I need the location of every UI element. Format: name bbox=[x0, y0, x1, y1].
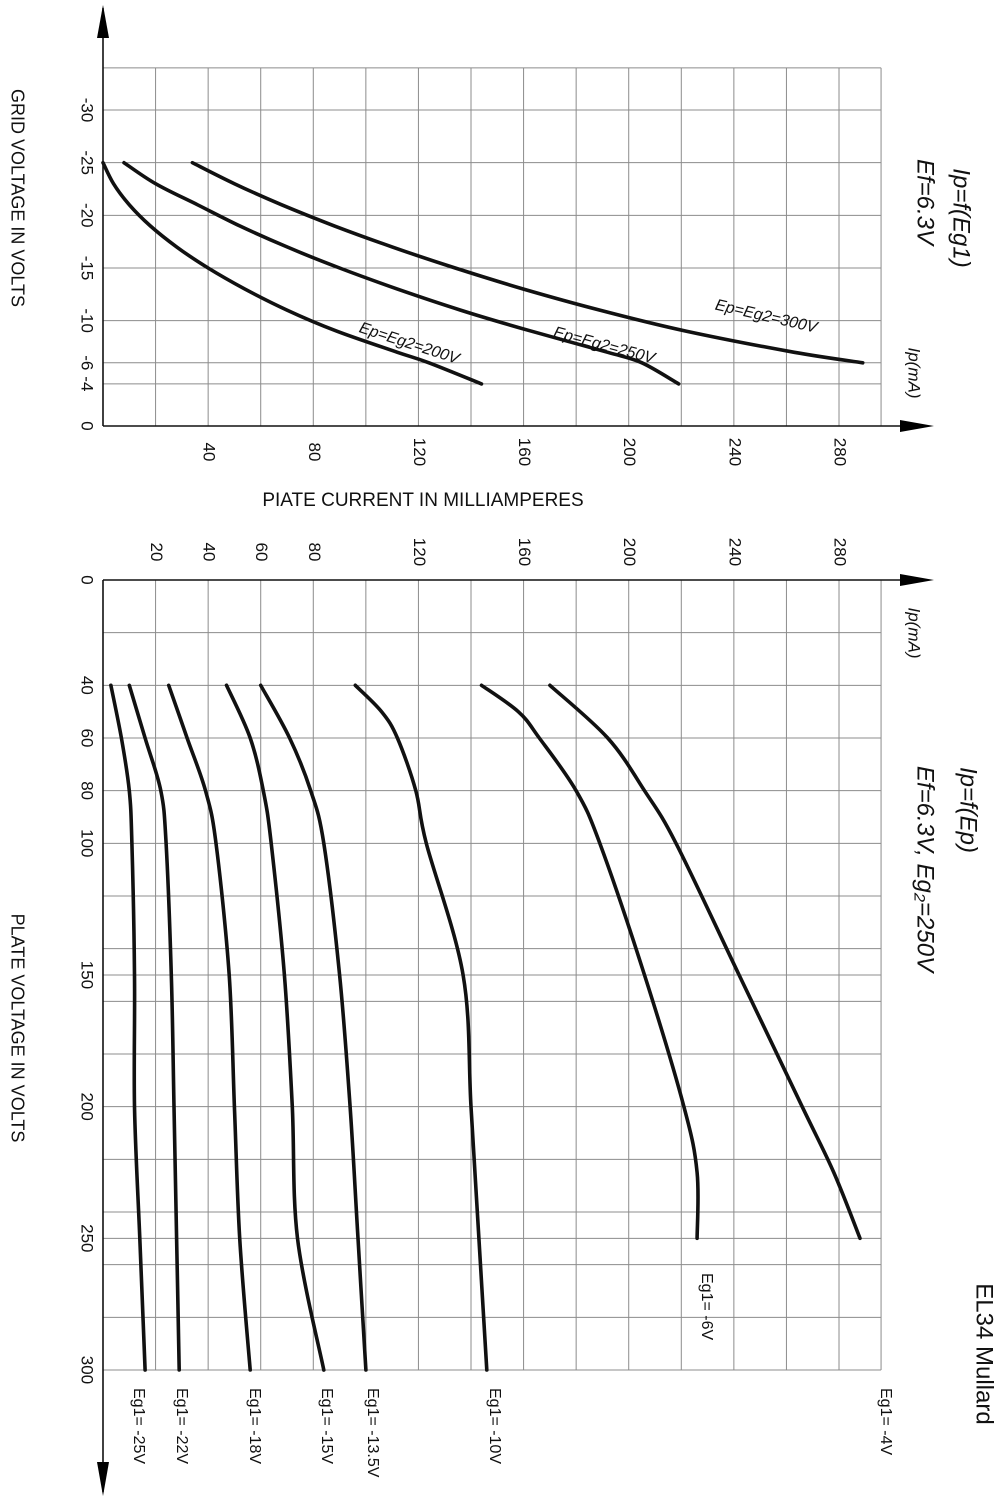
top-y-tick-label: 40 bbox=[200, 443, 219, 462]
top-series-label: Ep=Eg2=250V bbox=[552, 324, 658, 368]
bottom-series-label: Eg1= -25V bbox=[130, 1388, 147, 1464]
top-y-tick-label: 120 bbox=[410, 438, 429, 466]
bottom-series-label: Eg1= -10V bbox=[486, 1388, 503, 1464]
top-series-curve-2 bbox=[190, 160, 865, 365]
bottom-series-label: Eg1= -18V bbox=[246, 1388, 263, 1464]
bottom-x-tick-label: 150 bbox=[78, 961, 97, 989]
bottom-y-tick-label: 240 bbox=[725, 538, 744, 566]
top-x-tick-label: -20 bbox=[78, 203, 97, 228]
brand-label: EL34 Mullard bbox=[971, 1283, 998, 1424]
bottom-x-tick-label: 40 bbox=[78, 676, 97, 695]
bottom-x-tick-label: 300 bbox=[78, 1356, 97, 1384]
bottom-x-tick-label: 60 bbox=[78, 729, 97, 748]
top-x-tick-label: -25 bbox=[78, 150, 97, 175]
bottom-x-tick-label: 80 bbox=[78, 781, 97, 800]
bottom-current-axis-arrow bbox=[900, 574, 934, 586]
top-ip-axis-name: Ip(mA) bbox=[905, 348, 924, 399]
bottom-y-tick-label: 20 bbox=[147, 543, 166, 562]
bottom-series-curve-1 bbox=[479, 683, 700, 1241]
bottom-x-tick-label: 250 bbox=[78, 1224, 97, 1252]
top-series-label: Ep=Eg2=300V bbox=[713, 297, 820, 337]
top-gridlines bbox=[102, 67, 882, 427]
bottom-series-curve-7 bbox=[109, 683, 147, 1372]
bottom-chart-title: Ip=f(Ep) bbox=[955, 767, 982, 853]
bottom-x-axis-title: PLATE VOLTAGE IN VOLTS bbox=[7, 914, 27, 1143]
bottom-series-curve-5 bbox=[166, 683, 252, 1372]
bottom-chart-subtitle: Ef=6.3V, Eg₂=250V bbox=[912, 766, 939, 974]
top-y-tick-label: 200 bbox=[620, 438, 639, 466]
bottom-x-tick-label: 200 bbox=[78, 1092, 97, 1120]
bottom-series-label: Eg1= -15V bbox=[318, 1388, 335, 1464]
top-chart-title: Ip=f(Eg1) bbox=[948, 168, 975, 267]
bottom-y-tick-label: 40 bbox=[200, 543, 219, 562]
bottom-series-curve-6 bbox=[127, 683, 181, 1372]
bottom-y-tick-label: 120 bbox=[410, 538, 429, 566]
top-y-tick-label: 80 bbox=[305, 443, 324, 462]
bottom-series-label: Eg1= -4V bbox=[877, 1388, 894, 1455]
bottom-x-tick-label: 0 bbox=[78, 575, 97, 584]
top-current-axis-arrow bbox=[900, 420, 934, 432]
top-series-curve-0 bbox=[101, 160, 484, 386]
top-chart-subtitle: Ef=6.3V bbox=[912, 159, 939, 247]
grid-voltage-chart bbox=[97, 5, 934, 432]
bottom-series-label: Eg1= -13.5V bbox=[364, 1388, 381, 1478]
bottom-series-label: Eg1= -6V bbox=[698, 1273, 715, 1340]
bottom-series-curve-2 bbox=[353, 683, 489, 1372]
top-x-tick-label: -4 bbox=[78, 376, 97, 391]
bottom-y-tick-label: 280 bbox=[831, 538, 850, 566]
bottom-y-tick-label: 200 bbox=[620, 538, 639, 566]
bottom-x-tick-label: 100 bbox=[78, 829, 97, 857]
top-grid-voltage-axis-arrow bbox=[97, 5, 109, 38]
bottom-gridlines bbox=[102, 579, 882, 1371]
bottom-y-tick-label: 80 bbox=[305, 543, 324, 562]
current-axis-title: PIATE CURRENT IN MILLIAMPERES bbox=[262, 490, 583, 511]
top-x-tick-label: -10 bbox=[78, 308, 97, 333]
bottom-series-curve-3 bbox=[258, 683, 368, 1372]
top-x-tick-label: -30 bbox=[78, 98, 97, 123]
bottom-series-curve-4 bbox=[224, 683, 326, 1372]
top-x-tick-label: 0 bbox=[78, 421, 97, 430]
top-y-tick-label: 280 bbox=[831, 438, 850, 466]
bottom-series-label: Eg1= -22V bbox=[173, 1388, 190, 1464]
bottom-y-tick-label: 160 bbox=[515, 538, 534, 566]
top-x-axis-title: GRID VOLTAGE IN VOLTS bbox=[7, 89, 27, 307]
top-series-curve-1 bbox=[122, 160, 681, 386]
bottom-y-tick-label: 60 bbox=[252, 543, 271, 562]
bottom-ip-axis-name: Ip(mA) bbox=[905, 608, 924, 659]
plate-voltage-chart bbox=[97, 574, 934, 1496]
top-y-tick-label: 240 bbox=[725, 438, 744, 466]
bottom-series-curve-0 bbox=[548, 683, 862, 1241]
bottom-plate-voltage-axis-arrow bbox=[97, 1462, 109, 1496]
top-x-tick-label: -15 bbox=[78, 256, 97, 281]
top-x-tick-label: -6 bbox=[78, 355, 97, 370]
top-y-tick-label: 160 bbox=[515, 438, 534, 466]
